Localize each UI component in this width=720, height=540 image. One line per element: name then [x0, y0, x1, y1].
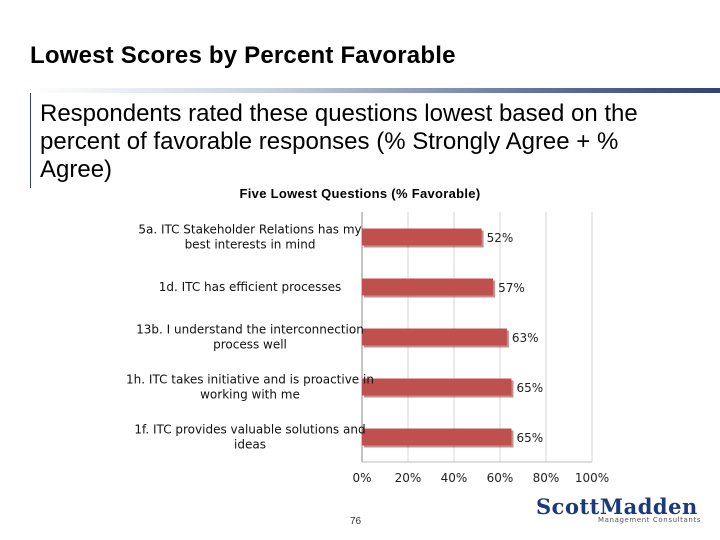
category-label: 5a. ITC Stakeholder Relations has my best…	[138, 223, 361, 252]
slide-title: Lowest Scores by Percent Favorable	[30, 42, 456, 69]
x-tick-label: 20%	[395, 471, 422, 485]
category-label-line: best interests in mind	[185, 238, 316, 252]
data-label: 52%	[487, 231, 514, 245]
bar	[362, 278, 494, 296]
slide-subtitle: Respondents rated these questions lowest…	[40, 100, 638, 183]
title-rule	[30, 88, 720, 93]
category-label: 1h. ITC takes initiative and is proactiv…	[126, 373, 374, 402]
page-number: 76	[350, 516, 362, 527]
category-label-line: 1d. ITC has efficient processes	[159, 280, 341, 294]
title-rule-left	[30, 93, 31, 188]
data-label: 63%	[512, 331, 539, 345]
logo-tagline: Management Consultants	[598, 516, 702, 524]
category-label-line: 1h. ITC takes initiative and is proactiv…	[126, 373, 374, 387]
category-label: 1f. ITC provides valuable solutions and i…	[134, 423, 365, 452]
data-label: 57%	[498, 281, 525, 295]
bar	[362, 328, 507, 346]
bar	[362, 228, 482, 246]
data-label: 65%	[517, 431, 544, 445]
category-label-line: 13b. I understand the interconnection	[136, 323, 364, 337]
data-label: 65%	[517, 381, 544, 395]
x-tick-label: 40%	[441, 471, 468, 485]
x-tick-label: 0%	[352, 471, 371, 485]
company-logo: ScottMadden Management Consultants	[536, 496, 700, 526]
category-label-line: working with me	[200, 388, 300, 402]
category-label: 13b. I understand the interconnection pro…	[136, 323, 364, 352]
bar	[362, 378, 512, 396]
x-tick-label: 100%	[575, 471, 609, 485]
category-label: 1d. ITC has efficient processes	[159, 280, 341, 294]
category-label-line: ideas	[234, 438, 266, 452]
logo-wordmark: ScottMadden	[536, 496, 697, 518]
bar	[362, 428, 512, 446]
category-label-line: process well	[213, 338, 287, 352]
category-label-line: 5a. ITC Stakeholder Relations has my	[138, 223, 361, 237]
x-tick-label: 60%	[487, 471, 514, 485]
category-label-line: 1f. ITC provides valuable solutions and	[134, 423, 365, 437]
x-tick-label: 80%	[533, 471, 560, 485]
logo-wordmark-text: ScottMadden	[536, 494, 698, 519]
chart-title: Five Lowest Questions (% Favorable)	[239, 186, 481, 201]
